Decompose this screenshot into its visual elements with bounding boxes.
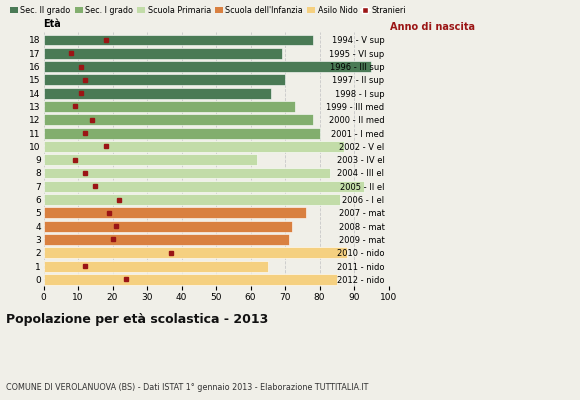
Bar <box>44 234 288 245</box>
Bar <box>44 208 306 218</box>
Bar <box>44 261 268 272</box>
Bar <box>44 74 285 85</box>
Text: Anno di nascita: Anno di nascita <box>390 22 475 32</box>
Bar <box>44 34 313 46</box>
Text: COMUNE DI VEROLANUOVA (BS) - Dati ISTAT 1° gennaio 2013 - Elaborazione TUTTITALI: COMUNE DI VEROLANUOVA (BS) - Dati ISTAT … <box>6 383 368 392</box>
Bar <box>44 181 364 192</box>
Bar <box>44 154 258 165</box>
Bar <box>44 274 337 285</box>
Bar <box>44 114 313 125</box>
Text: Età: Età <box>44 20 61 30</box>
Bar <box>44 221 292 232</box>
Text: Popolazione per età scolastica - 2013: Popolazione per età scolastica - 2013 <box>6 313 268 326</box>
Bar <box>44 141 344 152</box>
Bar <box>44 101 295 112</box>
Bar <box>44 48 282 59</box>
Bar <box>44 194 340 205</box>
Bar <box>44 247 347 258</box>
Bar <box>44 128 320 138</box>
Bar <box>44 61 371 72</box>
Bar <box>44 88 271 99</box>
Legend: Sec. II grado, Sec. I grado, Scuola Primaria, Scuola dell'Infanzia, Asilo Nido, : Sec. II grado, Sec. I grado, Scuola Prim… <box>10 6 407 15</box>
Bar <box>44 168 330 178</box>
